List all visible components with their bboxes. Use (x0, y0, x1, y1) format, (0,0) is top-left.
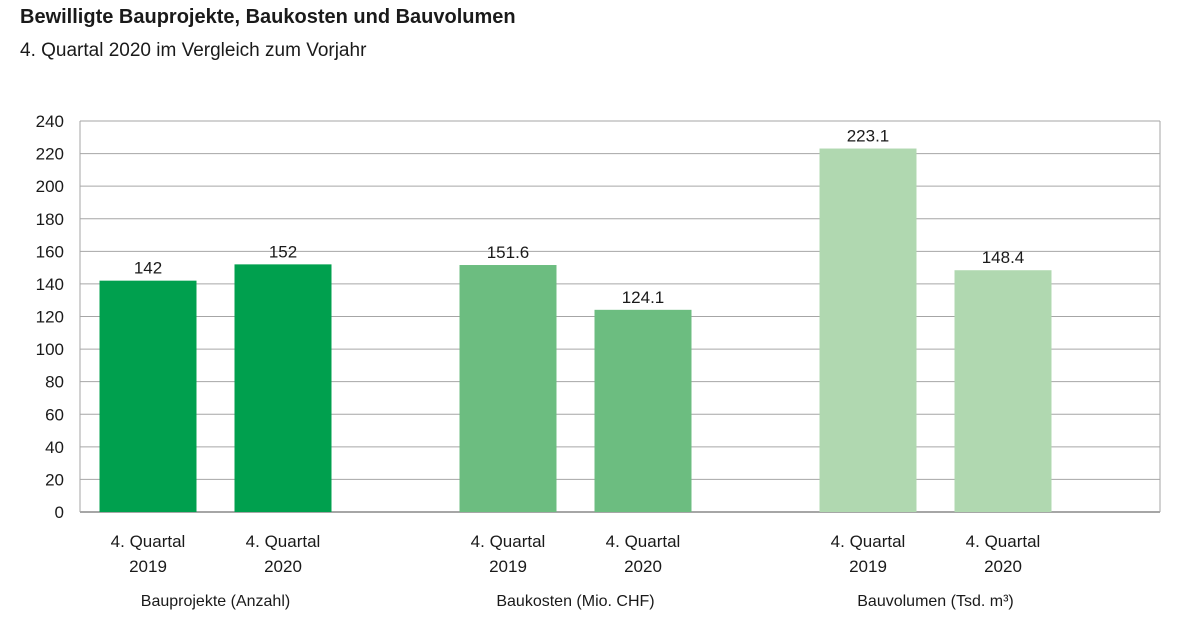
bar (594, 309, 692, 512)
x-tick-label: 2019 (129, 557, 167, 576)
data-label: 148.4 (982, 248, 1025, 267)
y-tick-label: 20 (45, 470, 64, 489)
group-label: Bauprojekte (Anzahl) (141, 593, 290, 610)
bar (954, 270, 1052, 512)
y-tick-label: 200 (36, 177, 64, 196)
y-tick-label: 180 (36, 210, 64, 229)
y-tick-label: 140 (36, 275, 64, 294)
x-tick-label: 2020 (264, 557, 302, 576)
y-tick-label: 220 (36, 145, 64, 164)
group-label: Baukosten (Mio. CHF) (496, 593, 654, 610)
x-tick-label: 4. Quartal (606, 532, 681, 551)
x-tick-label: 4. Quartal (246, 532, 321, 551)
y-tick-label: 160 (36, 242, 64, 261)
data-label: 142 (134, 259, 162, 278)
bar (459, 265, 557, 512)
chart-title: Bewilligte Bauprojekte, Baukosten und Ba… (20, 6, 516, 28)
bar (819, 148, 917, 513)
y-tick-label: 60 (45, 405, 64, 424)
bar (99, 280, 197, 512)
chart-subtitle: 4. Quartal 2020 im Vergleich zum Vorjahr (20, 40, 367, 61)
x-tick-label: 2020 (984, 557, 1022, 576)
y-tick-label: 100 (36, 340, 64, 359)
y-tick-label: 0 (55, 503, 64, 522)
y-tick-label: 40 (45, 438, 64, 457)
bar (234, 264, 332, 512)
data-label: 152 (269, 242, 297, 261)
data-label: 151.6 (487, 243, 530, 262)
y-tick-label: 240 (36, 112, 64, 131)
x-tick-label: 4. Quartal (111, 532, 186, 551)
x-tick-label: 4. Quartal (966, 532, 1041, 551)
data-label: 223.1 (847, 127, 890, 146)
x-tick-label: 2019 (849, 557, 887, 576)
x-tick-label: 2019 (489, 557, 527, 576)
x-tick-label: 4. Quartal (831, 532, 906, 551)
x-tick-label: 2020 (624, 557, 662, 576)
x-tick-label: 4. Quartal (471, 532, 546, 551)
data-label: 124.1 (622, 288, 665, 307)
y-tick-label: 80 (45, 373, 64, 392)
group-label: Bauvolumen (Tsd. m³) (857, 593, 1014, 610)
y-tick-label: 120 (36, 308, 64, 327)
